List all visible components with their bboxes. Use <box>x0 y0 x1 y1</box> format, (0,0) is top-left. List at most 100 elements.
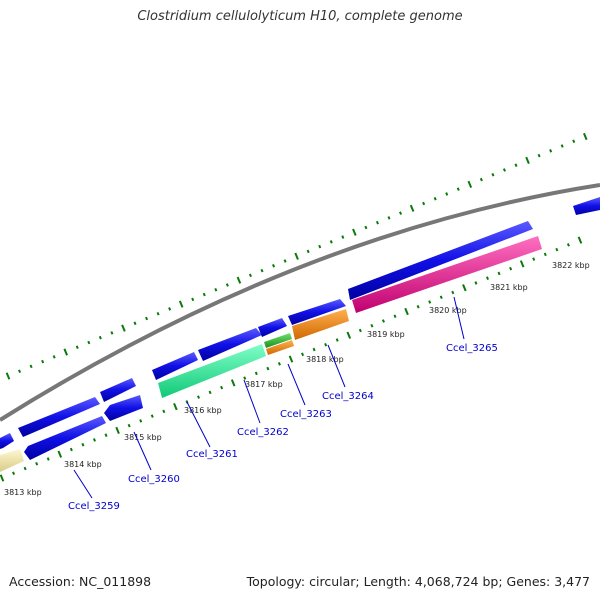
gene-label-ccel-3262[interactable]: Ccel_3262 <box>237 427 289 438</box>
tick-mark <box>491 173 495 177</box>
tick-mark <box>502 168 506 172</box>
gene-block-pink[interactable] <box>352 236 542 313</box>
tick-mark <box>335 338 339 342</box>
tick-mark <box>208 390 212 395</box>
tick-mark <box>220 385 224 390</box>
tick-label: 3818 kbp <box>306 355 344 364</box>
gene-arrow-blue[interactable] <box>258 318 287 337</box>
gene-label-ccel-3264[interactable]: Ccel_3264 <box>322 391 374 402</box>
inner-tick-ring <box>0 236 583 482</box>
tick-mark <box>474 281 478 285</box>
tick-label: 3814 kbp <box>64 460 102 469</box>
gene-label-ccel-3260[interactable]: Ccel_3260 <box>128 474 180 485</box>
tick-mark <box>277 362 281 366</box>
tick-mark <box>230 379 236 387</box>
tick-label: 3816 kbp <box>184 406 222 415</box>
tick-mark <box>566 243 570 247</box>
gene-arrow-blue[interactable] <box>152 352 198 380</box>
tick-mark <box>197 395 201 399</box>
tick-mark <box>115 426 120 435</box>
tick-mark <box>387 216 391 220</box>
tick-mark <box>370 323 374 328</box>
gene-label-ccel-3265[interactable]: Ccel_3265 <box>446 343 498 354</box>
tick-mark <box>509 266 513 271</box>
tick-mark <box>92 438 96 442</box>
gene-block-green[interactable] <box>264 333 292 348</box>
gene-arrow-blue[interactable] <box>104 395 143 421</box>
tick-mark <box>358 328 362 333</box>
tick-label: 3813 kbp <box>4 488 42 497</box>
tick-mark <box>283 259 287 263</box>
gene-arrow-blue[interactable] <box>18 397 100 437</box>
tick-mark <box>236 276 242 284</box>
tick-mark <box>150 414 154 418</box>
gene-arrow-blue[interactable] <box>0 433 14 449</box>
topology-text: Topology: circular; Length: 4,068,724 bp… <box>246 574 590 589</box>
gene-arrow-blue[interactable] <box>100 378 136 402</box>
tick-mark <box>5 372 11 380</box>
tick-mark <box>121 324 126 332</box>
tick-mark <box>35 461 39 466</box>
gene-arrow-blue[interactable] <box>24 416 106 460</box>
tick-mark <box>306 249 310 254</box>
gene-arrow-blue[interactable] <box>573 197 600 215</box>
tick-mark <box>445 192 449 196</box>
tick-mark <box>583 132 588 141</box>
tick-mark <box>456 187 460 191</box>
tick-mark <box>260 268 264 273</box>
tick-mark <box>577 236 583 244</box>
tick-label: 3822 kbp <box>552 261 590 270</box>
tick-mark <box>543 252 547 257</box>
tick-mark <box>69 447 73 452</box>
tick-mark <box>479 177 483 182</box>
tick-mark <box>409 204 415 212</box>
tick-mark <box>381 319 385 323</box>
tick-mark <box>422 201 426 206</box>
tick-mark <box>29 364 33 369</box>
forward-strand <box>0 197 600 449</box>
gene-block-orange[interactable] <box>266 340 294 355</box>
gene-arrow-blue[interactable] <box>288 299 346 325</box>
tick-mark <box>294 252 299 260</box>
gene-label-leaders <box>73 296 465 499</box>
accession-text: Accession: NC_011898 <box>9 574 152 589</box>
tick-mark <box>272 264 276 268</box>
reverse-strand <box>0 236 542 472</box>
tick-mark <box>63 348 68 356</box>
tick-mark <box>145 316 149 321</box>
genome-backbone <box>0 183 600 422</box>
tick-mark <box>173 403 178 411</box>
gene-block-khaki[interactable] <box>0 449 24 472</box>
tick-mark <box>467 180 473 188</box>
tick-mark <box>324 343 328 347</box>
gene-label-ccel-3261[interactable]: Ccel_3261 <box>186 449 238 460</box>
tick-mark <box>485 276 489 280</box>
tick-mark <box>346 331 352 339</box>
tick-mark <box>572 139 576 144</box>
tick-mark <box>549 149 553 153</box>
tick-mark <box>225 283 229 287</box>
gene-label-ccel-3259[interactable]: Ccel_3259 <box>68 501 120 512</box>
tick-mark <box>393 314 397 319</box>
tick-mark <box>243 376 247 380</box>
gene-block-orange[interactable] <box>292 309 349 340</box>
tick-mark <box>301 352 305 357</box>
tick-mark <box>46 457 50 461</box>
tick-mark <box>162 409 166 414</box>
gene-block-mint[interactable] <box>158 344 266 398</box>
tick-mark <box>288 355 294 363</box>
tick-mark <box>168 307 172 311</box>
tick-label: 3817 kbp <box>245 380 283 389</box>
gene-label-ccel-3263[interactable]: Ccel_3263 <box>280 409 332 420</box>
tick-mark <box>254 371 258 376</box>
tick-mark <box>98 335 102 340</box>
gene-arrow-blue[interactable] <box>348 221 533 300</box>
tick-mark <box>404 307 409 316</box>
tick-mark <box>329 240 333 244</box>
tick-mark <box>364 225 368 230</box>
gene-arrow-blue[interactable] <box>198 328 262 361</box>
tick-mark <box>451 290 455 295</box>
tick-mark <box>127 423 131 428</box>
tick-mark <box>318 244 322 249</box>
